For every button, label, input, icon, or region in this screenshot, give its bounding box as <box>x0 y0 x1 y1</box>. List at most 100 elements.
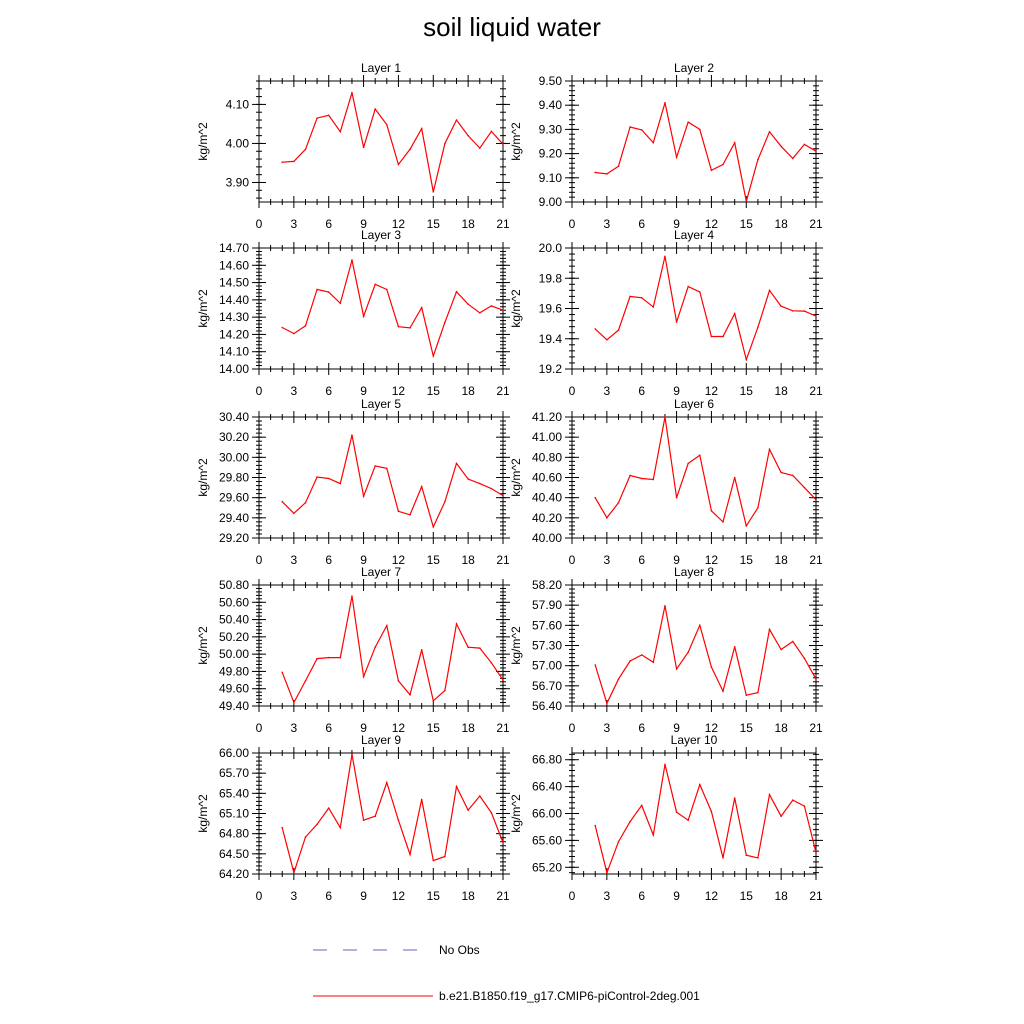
y-tick-label: 64.20 <box>219 867 249 881</box>
data-point <box>293 871 295 874</box>
data-point <box>629 474 631 477</box>
data-point <box>652 306 655 308</box>
y-tick-label: 65.10 <box>219 807 249 821</box>
data-point <box>640 804 643 807</box>
x-tick-label: 0 <box>569 889 576 903</box>
y-tick-label: 58.20 <box>532 578 562 592</box>
x-tick-label: 0 <box>569 553 576 567</box>
y-tick-label: 14.70 <box>219 241 249 255</box>
x-tick-label: 18 <box>461 721 475 735</box>
data-point <box>339 656 342 659</box>
y-tick-label: 9.50 <box>539 74 563 88</box>
data-point <box>467 478 469 480</box>
data-point <box>780 471 782 474</box>
y-axis-label: kg/m^2 <box>509 289 523 328</box>
data-point <box>502 494 504 497</box>
y-axis-label: kg/m^2 <box>196 458 210 497</box>
data-point <box>304 148 307 151</box>
data-point <box>304 836 307 838</box>
x-tick-label: 21 <box>809 384 823 398</box>
data-point <box>780 305 782 308</box>
x-tick-label: 12 <box>705 384 719 398</box>
data-point <box>397 325 400 328</box>
chart-panel-7: Layer 7 kg/m^2 0 3 6 9 12 15 18 21 49.40 49.60 49.80… <box>196 565 510 735</box>
x-tick-label: 9 <box>360 384 367 398</box>
y-tick-label: 49.80 <box>219 664 249 678</box>
data-point <box>733 312 736 315</box>
data-point <box>594 824 597 827</box>
data-point <box>699 454 701 457</box>
data-point <box>733 797 736 799</box>
y-tick-label: 14.40 <box>219 293 249 307</box>
y-axis-label: kg/m^2 <box>509 794 523 833</box>
data-point <box>791 640 794 643</box>
y-tick-label: 40.80 <box>532 450 562 464</box>
panel-title: Layer 8 <box>674 565 714 579</box>
data-point <box>815 150 817 152</box>
panel-title: Layer 9 <box>361 733 401 747</box>
series-line <box>281 434 504 529</box>
series-line <box>594 605 817 705</box>
data-point <box>791 309 794 312</box>
data-point <box>281 671 284 674</box>
data-point <box>722 163 724 166</box>
data-point <box>606 339 608 341</box>
data-point <box>675 496 678 499</box>
data-point <box>815 678 817 680</box>
panel-title: Layer 1 <box>361 61 401 75</box>
y-tick-label: 65.60 <box>532 833 562 847</box>
data-point <box>386 467 388 470</box>
y-tick-label: 50.20 <box>219 630 249 644</box>
x-tick-label: 21 <box>496 889 510 903</box>
x-tick-label: 0 <box>256 553 263 567</box>
data-point <box>675 156 678 159</box>
x-tick-label: 15 <box>427 553 441 567</box>
panel-title: Layer 5 <box>361 397 401 411</box>
data-point <box>594 328 597 330</box>
data-point <box>745 200 748 203</box>
data-point <box>327 114 330 117</box>
chart-panel-3: Layer 3 kg/m^2 0 3 6 9 12 15 18 21 14.00 14.10 14.20… <box>196 228 510 398</box>
data-point <box>351 753 353 756</box>
x-tick-label: 15 <box>740 889 754 903</box>
data-point <box>768 628 771 631</box>
data-point <box>339 826 342 829</box>
data-point <box>710 169 713 172</box>
x-tick-label: 15 <box>740 384 754 398</box>
data-point <box>664 255 666 258</box>
x-tick-label: 9 <box>360 889 367 903</box>
data-point <box>652 661 655 664</box>
x-tick-label: 12 <box>705 217 719 231</box>
data-point <box>374 646 376 649</box>
x-tick-label: 12 <box>705 889 719 903</box>
data-point <box>502 143 504 146</box>
x-tick-label: 18 <box>461 553 475 567</box>
x-tick-label: 12 <box>392 553 406 567</box>
legend: No Obs b.e21.B1850.f19_g17.CMIP6-piContro… <box>313 943 700 1003</box>
data-point <box>664 101 666 104</box>
y-tick-label: 30.40 <box>219 410 249 424</box>
data-point <box>606 702 608 705</box>
data-point <box>617 678 620 680</box>
data-point <box>815 498 817 501</box>
plot-frame <box>258 584 504 707</box>
data-point <box>409 514 411 516</box>
x-tick-label: 12 <box>705 553 719 567</box>
x-tick-label: 12 <box>392 721 406 735</box>
x-tick-label: 15 <box>740 553 754 567</box>
x-tick-label: 9 <box>673 721 680 735</box>
data-point <box>745 358 748 361</box>
data-point <box>710 509 713 512</box>
x-tick-label: 15 <box>740 217 754 231</box>
y-tick-label: 41.00 <box>532 430 562 444</box>
x-tick-label: 9 <box>360 553 367 567</box>
data-point <box>420 649 423 651</box>
y-tick-label: 66.80 <box>532 753 562 767</box>
data-point <box>490 661 493 664</box>
data-point <box>478 312 481 314</box>
data-point <box>722 335 724 338</box>
data-point <box>594 664 597 666</box>
series-line <box>281 596 504 704</box>
x-tick-label: 18 <box>774 384 788 398</box>
